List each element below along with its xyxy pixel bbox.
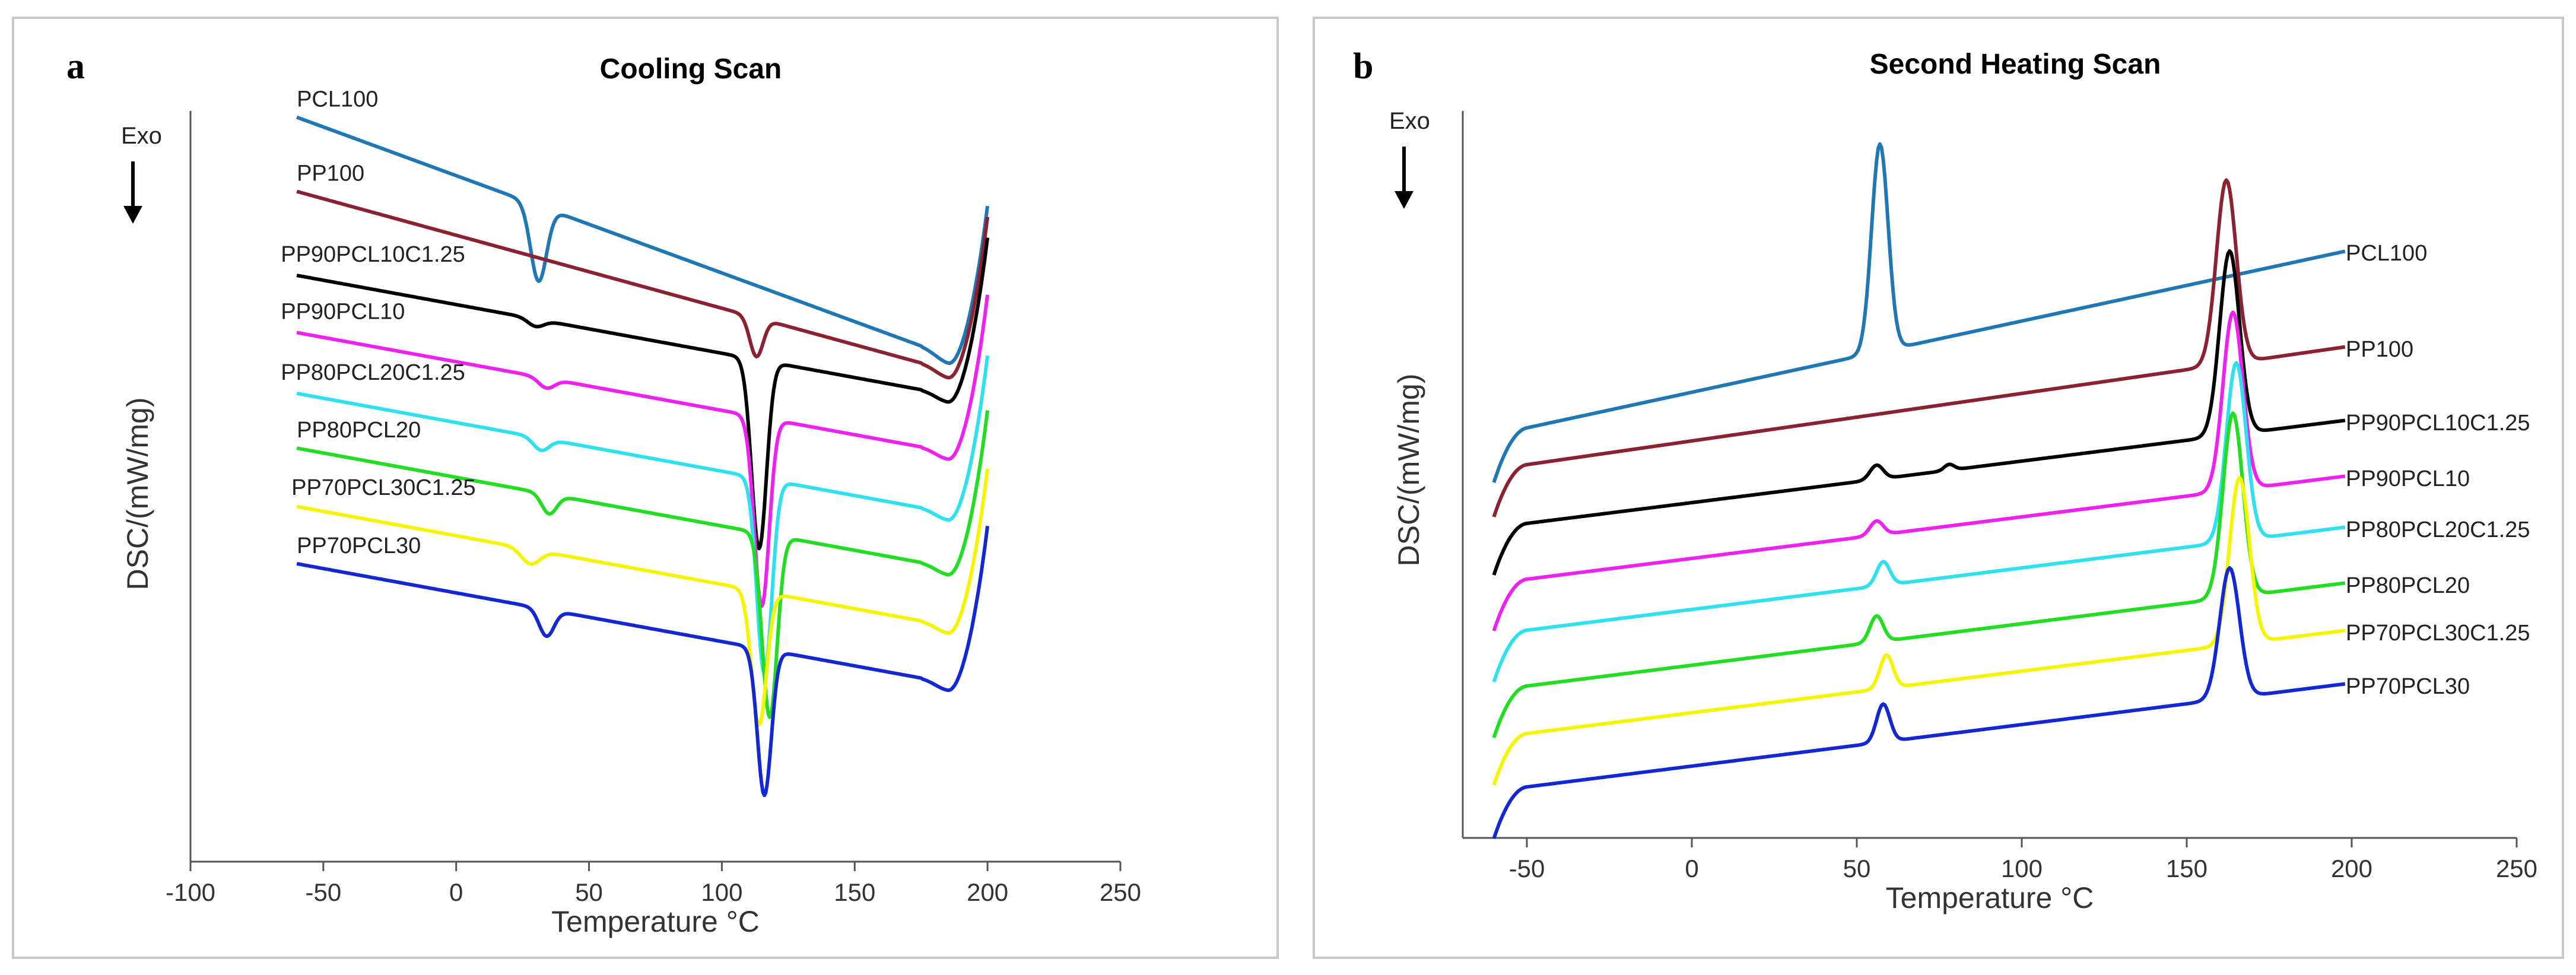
cooling-scan-chart: a Cooling Scan -100 -50 0 50 100 150 200 250 Tempe… xyxy=(66,46,1141,938)
series-label: PP70PCL30C1.25 xyxy=(291,475,476,500)
series-line xyxy=(296,355,990,676)
series-line xyxy=(296,189,990,380)
series-label: PP90PCL10 xyxy=(2346,466,2470,491)
cooling-scan-panel: a Cooling Scan -100 -50 0 50 100 150 200 250 Tempe… xyxy=(12,17,1279,959)
x-tick-label: -50 xyxy=(306,878,342,906)
x-axis-label: Temperature °C xyxy=(1886,881,2094,914)
chart-title: Cooling Scan xyxy=(600,53,782,85)
series-label: PP90PCL10C1.25 xyxy=(281,242,465,267)
series-line xyxy=(1492,249,2346,576)
series-line xyxy=(1492,411,2346,738)
x-tick-label: 50 xyxy=(1843,855,1871,882)
series-label: PP70PCL30 xyxy=(297,533,421,558)
x-tick-label: 100 xyxy=(2001,855,2043,882)
y-axis-label: DSC/(mW/mg) xyxy=(1392,374,1425,567)
series-line xyxy=(1492,142,2346,483)
series-label: PCL100 xyxy=(2346,241,2427,266)
series-line xyxy=(296,526,990,798)
series-line xyxy=(296,294,990,608)
series-label: PCL100 xyxy=(297,87,378,112)
panel-label: b xyxy=(1353,46,1373,87)
series-label: PP80PCL20 xyxy=(297,418,421,443)
series-label: PP100 xyxy=(2346,337,2413,362)
series-line xyxy=(296,237,990,551)
x-tick-label: 100 xyxy=(701,878,742,906)
series-line xyxy=(1492,178,2346,517)
x-tick-label: 150 xyxy=(2166,855,2207,882)
x-tick-label: 250 xyxy=(2496,855,2537,882)
series-line xyxy=(296,468,990,727)
heating-scan-panel: b Second Heating Scan -50 0 50 100 150 200 250 Te… xyxy=(1313,17,2564,959)
series-label: PP80PCL20 xyxy=(2346,573,2470,598)
series-line xyxy=(296,410,990,719)
heating-scan-chart: b Second Heating Scan -50 0 50 100 150 200 250 Te… xyxy=(1353,46,2537,914)
series-line xyxy=(296,115,990,366)
chart-title: Second Heating Scan xyxy=(1870,49,2161,80)
x-axis-label: Temperature °C xyxy=(551,905,760,938)
panel-label: a xyxy=(66,46,85,87)
x-tick-label: 0 xyxy=(449,878,463,906)
exo-arrow-head xyxy=(1395,191,1414,209)
x-tick-label: 0 xyxy=(1685,855,1698,882)
x-tick-label: -50 xyxy=(1509,855,1545,882)
x-tick-label: 200 xyxy=(967,878,1008,906)
exo-arrow-head xyxy=(123,206,142,224)
series-line xyxy=(1492,361,2346,682)
x-tick-label: 150 xyxy=(834,878,875,906)
x-tick-label: 50 xyxy=(575,878,603,906)
series-label: PP90PCL10C1.25 xyxy=(2346,411,2530,436)
series-line xyxy=(1492,310,2346,631)
exo-annotation: Exo xyxy=(121,123,162,149)
y-axis-label: DSC/(mW/mg) xyxy=(121,398,154,590)
series-label: PP70PCL30 xyxy=(2346,674,2470,699)
series-line xyxy=(1492,566,2346,839)
series-label: PP70PCL30C1.25 xyxy=(2346,621,2530,646)
series-label: PP100 xyxy=(297,161,364,186)
series-label: PP80PCL20C1.25 xyxy=(2346,517,2530,542)
series-label: PP90PCL10 xyxy=(281,299,405,324)
x-tick-label: 250 xyxy=(1100,878,1141,906)
exo-annotation: Exo xyxy=(1389,108,1430,134)
series-line xyxy=(1492,475,2346,786)
series-label: PP80PCL20C1.25 xyxy=(281,360,465,385)
x-tick-label: -100 xyxy=(166,878,215,906)
x-tick-label: 200 xyxy=(2331,855,2372,882)
